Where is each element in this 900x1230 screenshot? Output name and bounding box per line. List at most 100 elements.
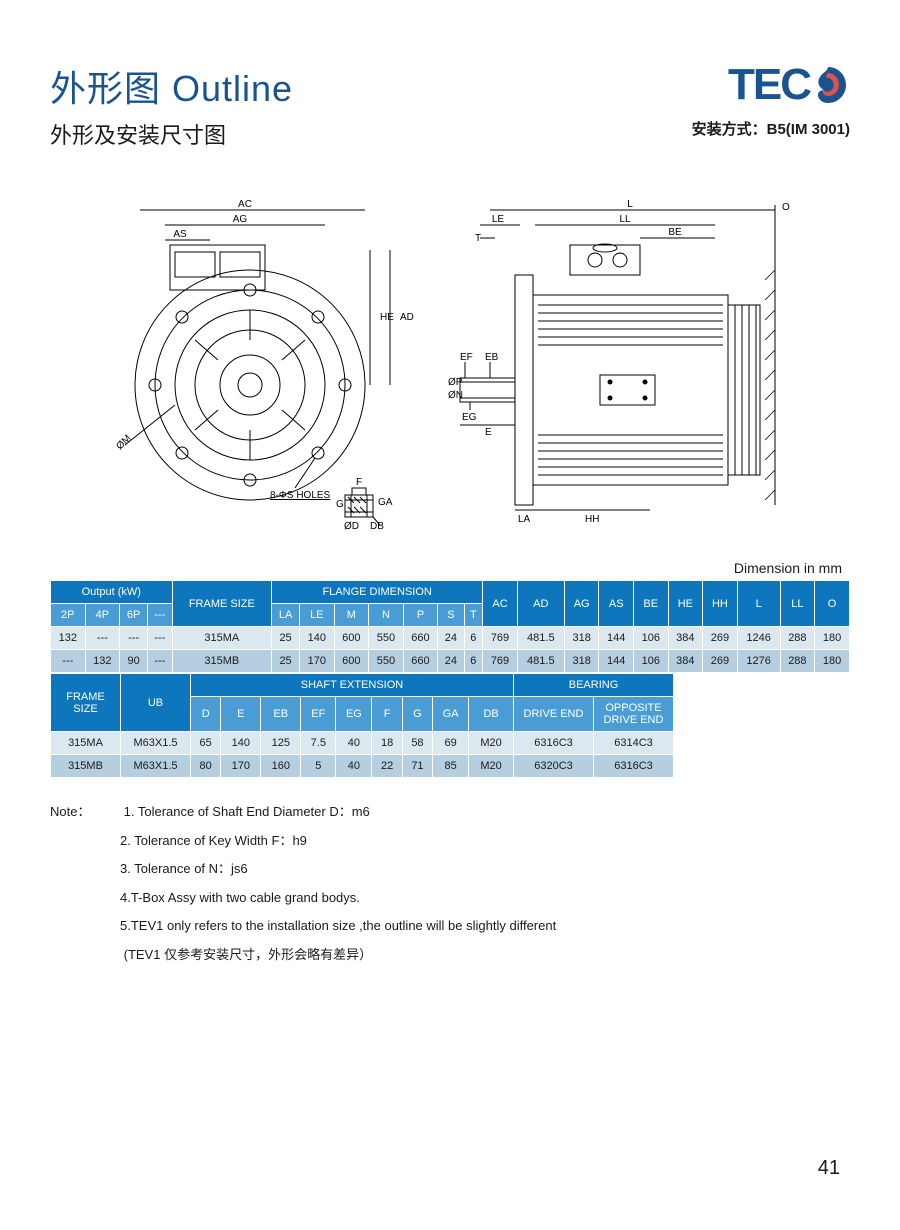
th-as: AS — [599, 581, 634, 627]
th-flange: FLANGE DIMENSION — [272, 581, 483, 604]
cell: 90 — [120, 650, 148, 673]
cell: --- — [148, 650, 173, 673]
page-header: 外形图 Outline 外形及安装尺寸图 TEC 安装方式：B5(IM 3001… — [50, 60, 850, 150]
cell: --- — [85, 627, 120, 650]
cell: 40 — [336, 755, 372, 778]
note-item: (TEV1 仅参考安装尺寸，外形会略有差异） — [120, 947, 372, 962]
technical-diagram: AC AG AS — [100, 190, 800, 530]
th-sub: G — [402, 697, 432, 732]
cell: 7.5 — [301, 732, 336, 755]
cell: 6320C3 — [514, 755, 594, 778]
svg-text:O: O — [782, 202, 790, 213]
cell: 170 — [221, 755, 261, 778]
notes-label: Note： — [50, 798, 120, 827]
th-sub: --- — [148, 604, 173, 627]
cell: 180 — [815, 627, 850, 650]
cell: 106 — [633, 627, 668, 650]
cell: 22 — [372, 755, 402, 778]
th-sub: 4P — [85, 604, 120, 627]
table-row: 315MAM63X1.5651401257.540185869M206316C3… — [51, 732, 674, 755]
cell: 315MA — [172, 627, 272, 650]
th-sub: EG — [336, 697, 372, 732]
cell: 384 — [668, 627, 703, 650]
th-ad: AD — [517, 581, 564, 627]
th-l: L — [737, 581, 780, 627]
cell: 24 — [438, 627, 464, 650]
note-item: 5.TEV1 only refers to the installation s… — [120, 918, 556, 933]
note-item: 2. Tolerance of Key Width F：h9 — [120, 833, 307, 848]
cell: 269 — [703, 627, 738, 650]
th-hh: HH — [703, 581, 738, 627]
svg-text:ØM: ØM — [114, 433, 133, 452]
note-item: 3. Tolerance of N：js6 — [120, 861, 248, 876]
cell: 660 — [403, 650, 438, 673]
svg-text:LA: LA — [518, 514, 531, 525]
svg-text:AG: AG — [233, 214, 248, 225]
th-o: O — [815, 581, 850, 627]
cell: 132 — [85, 650, 120, 673]
th-sub: DRIVE END — [514, 697, 594, 732]
cell: 125 — [261, 732, 301, 755]
cell: 315MB — [51, 755, 121, 778]
cell: 85 — [433, 755, 469, 778]
cell: 132 — [51, 627, 86, 650]
cell: 550 — [369, 650, 404, 673]
cell: 40 — [336, 732, 372, 755]
svg-text:AD: AD — [400, 312, 414, 323]
cell: 600 — [334, 650, 369, 673]
svg-text:ØD: ØD — [344, 521, 359, 530]
svg-text:L: L — [627, 199, 633, 210]
cell: 24 — [438, 650, 464, 673]
svg-text:EG: EG — [462, 412, 477, 423]
cell: --- — [51, 650, 86, 673]
cell: 288 — [780, 627, 815, 650]
cell: 140 — [300, 627, 335, 650]
th-sub: LA — [272, 604, 300, 627]
title-block: 外形图 Outline 外形及安装尺寸图 — [50, 60, 293, 150]
svg-text:G: G — [336, 499, 344, 510]
page-number: 41 — [818, 1157, 840, 1180]
th-sub: F — [372, 697, 402, 732]
svg-text:EB: EB — [485, 352, 499, 363]
th-sub: P — [403, 604, 438, 627]
th-bearing: BEARING — [514, 674, 674, 697]
cell: 5 — [301, 755, 336, 778]
cell: 481.5 — [517, 650, 564, 673]
logo-swirl-icon — [806, 63, 850, 107]
cell: 58 — [402, 732, 432, 755]
cell: 550 — [369, 627, 404, 650]
cell: --- — [120, 627, 148, 650]
note-item: 4.T-Box Assy with two cable grand bodys. — [120, 890, 360, 905]
th-frame: FRAME SIZE — [172, 581, 272, 627]
cell: 481.5 — [517, 627, 564, 650]
th-sub: T — [464, 604, 483, 627]
cell: 180 — [815, 650, 850, 673]
cell: 25 — [272, 627, 300, 650]
svg-text:GA: GA — [378, 497, 393, 508]
th-sub: E — [221, 697, 261, 732]
th-be: BE — [633, 581, 668, 627]
cell: 65 — [191, 732, 221, 755]
th-sub: D — [191, 697, 221, 732]
svg-text:LL: LL — [619, 214, 631, 225]
svg-text:AC: AC — [238, 199, 252, 210]
th-ub: UB — [121, 674, 191, 732]
cell: 25 — [272, 650, 300, 673]
cell: 318 — [564, 650, 599, 673]
dimensions-table-1: Output (kW) FRAME SIZE FLANGE DIMENSION … — [50, 580, 850, 673]
th-sub: M — [334, 604, 369, 627]
cell: M63X1.5 — [121, 732, 191, 755]
cell: 769 — [483, 627, 518, 650]
cell: 71 — [402, 755, 432, 778]
cell: 18 — [372, 732, 402, 755]
logo-text: TEC — [728, 60, 810, 110]
cell: 315MA — [51, 732, 121, 755]
svg-text:E: E — [485, 427, 492, 438]
motor-outline-diagram: AC AG AS — [100, 190, 800, 530]
svg-text:HH: HH — [585, 514, 599, 525]
notes-section: Note： 1. Tolerance of Shaft End Diameter… — [50, 798, 850, 970]
cell: 6316C3 — [514, 732, 594, 755]
cell: 315MB — [172, 650, 272, 673]
th-sub: DB — [469, 697, 514, 732]
page-title: 外形图 Outline — [50, 60, 293, 112]
